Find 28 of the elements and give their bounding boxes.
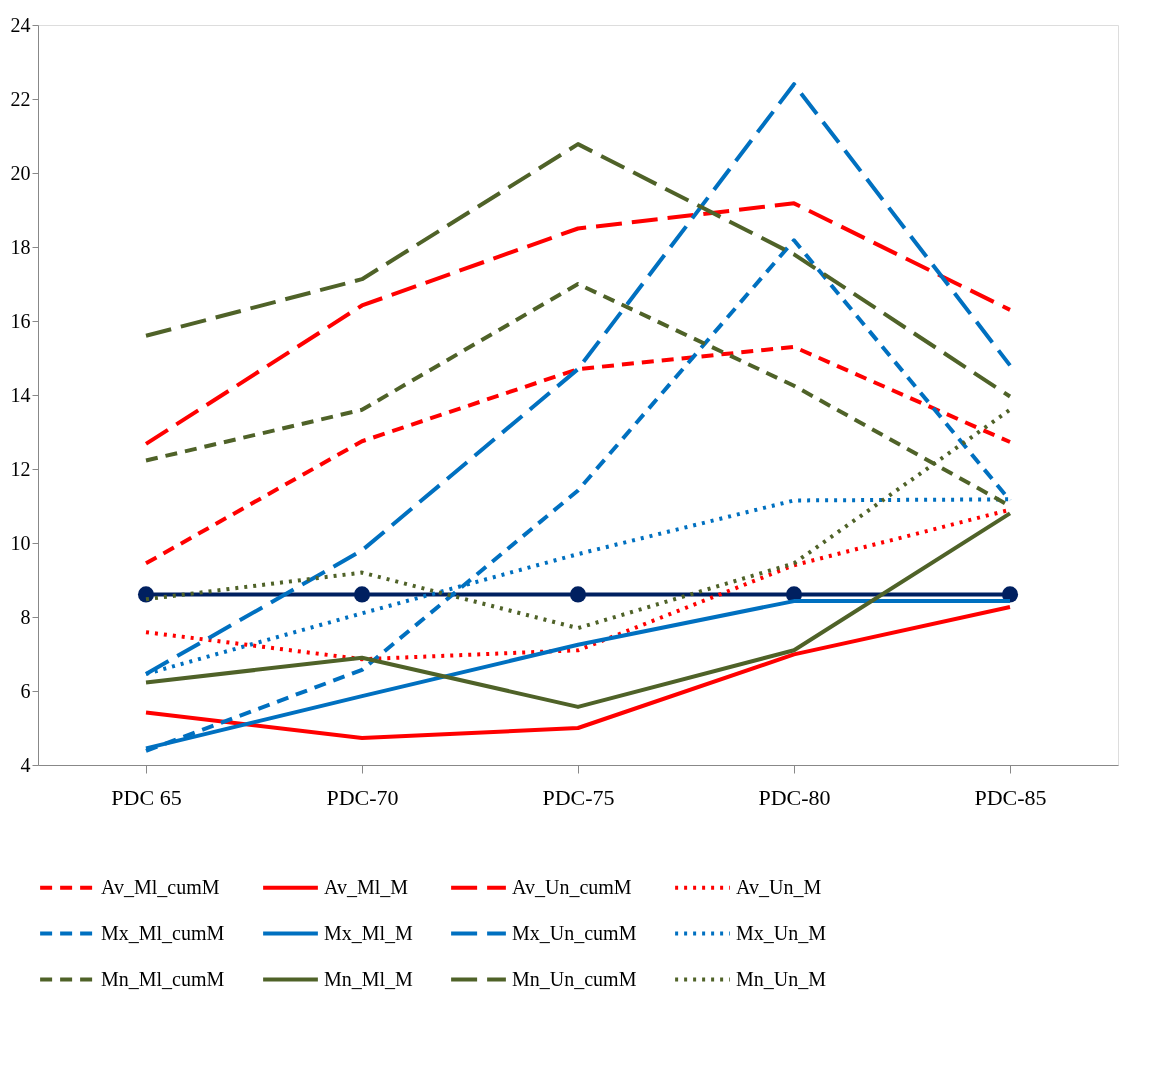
y-tick-label: 8	[20, 605, 31, 628]
y-tick-label: 20	[10, 161, 31, 184]
legend-label: Mn_Un_cumM	[512, 967, 637, 990]
legend-label: Av_Ml_cumM	[101, 875, 220, 898]
y-tick-label: 18	[10, 235, 31, 258]
legend-label: Av_Un_M	[736, 875, 822, 898]
x-tick-label: PDC-70	[326, 784, 399, 810]
x-tick-label: PDC-75	[542, 784, 615, 810]
y-tick-label: 12	[10, 457, 31, 480]
x-tick-label: PDC-80	[758, 784, 831, 810]
y-tick-label: 16	[10, 309, 31, 332]
legend-label: Mx_Un_cumM	[512, 921, 637, 944]
x-tick-label: PDC-85	[974, 784, 1047, 810]
legend-label: Mx_Ml_cumM	[101, 921, 225, 944]
legend-label: Mx_Un_M	[736, 921, 827, 944]
legend-label: Av_Ml_M	[324, 875, 409, 898]
y-tick-label: 10	[10, 531, 31, 554]
y-tick-label: 24	[10, 13, 31, 36]
legend-label: Mx_Ml_M	[324, 921, 414, 944]
y-tick-label: 4	[20, 753, 31, 776]
y-tick-label: 22	[10, 87, 31, 110]
y-tick-label: 6	[20, 679, 31, 702]
legend-label: Mn_Un_M	[736, 967, 827, 990]
y-tick-label: 14	[10, 383, 31, 406]
legend-label: Mn_Ml_cumM	[101, 967, 225, 990]
legend-label: Av_Un_cumM	[512, 875, 632, 898]
legend-label: Mn_Ml_M	[324, 967, 414, 990]
x-tick-label: PDC 65	[111, 784, 182, 810]
